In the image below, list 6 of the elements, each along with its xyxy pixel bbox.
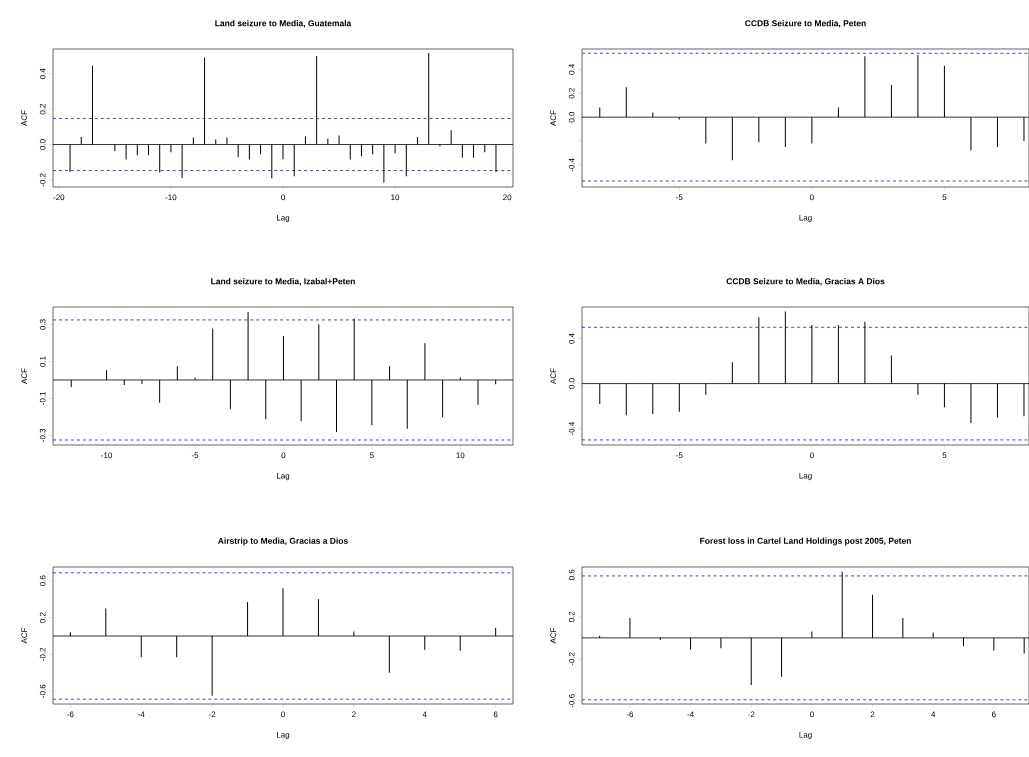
chart-title: CCDB Seizure to Media, Gracias A Dios bbox=[726, 278, 885, 286]
chart-title: Land seizure to Media, Izabal+Peten bbox=[211, 278, 355, 286]
chart-title: Land seizure to Media, Guatemala bbox=[215, 20, 352, 28]
chart-title: Airstrip to Media, Gracias a Dios bbox=[218, 537, 348, 546]
chart-title: Forest loss in Cartel Land Holdings post 2005, Peten bbox=[700, 537, 911, 546]
chart-title: CCDB Seizure to Media, Peten bbox=[745, 20, 866, 28]
